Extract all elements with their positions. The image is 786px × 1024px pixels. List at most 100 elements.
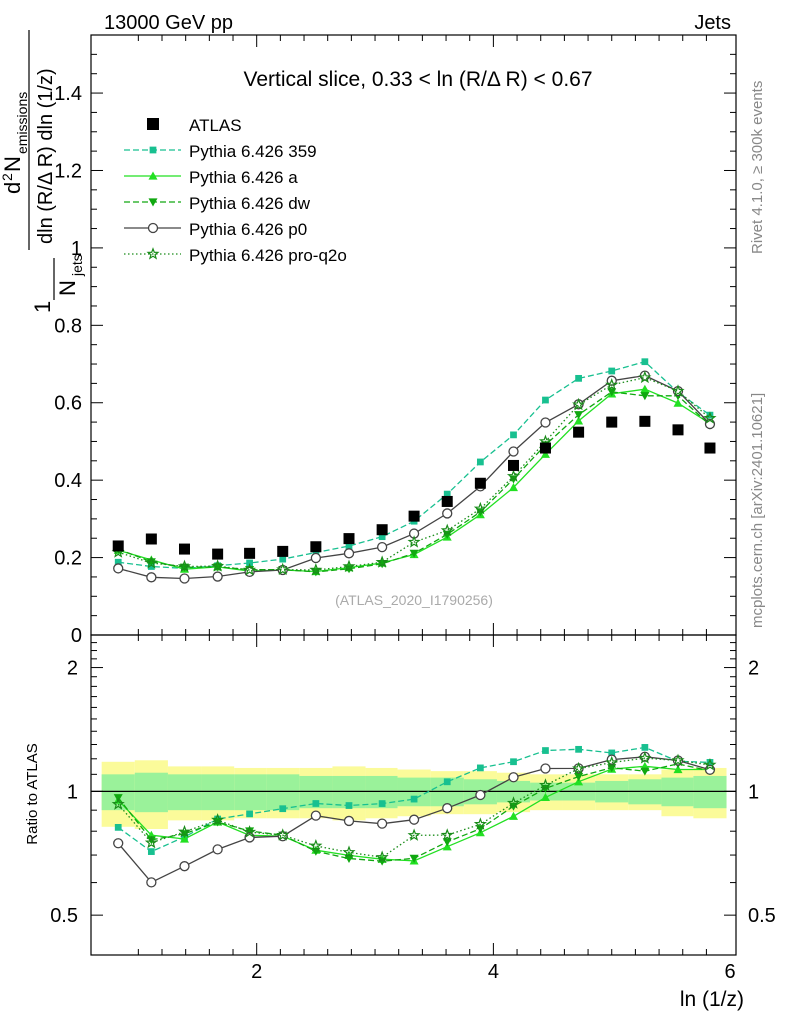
ratio-point	[575, 745, 582, 753]
series-point	[114, 558, 122, 566]
series-point	[179, 563, 189, 572]
legend-marker-0	[149, 146, 157, 154]
legend-label-2: Pythia 6.426 dw	[189, 194, 311, 213]
series-point	[342, 559, 356, 573]
atlas-point	[343, 533, 355, 545]
band-inner-2	[167, 774, 202, 811]
series-point	[243, 563, 257, 576]
series-point	[312, 549, 320, 556]
series-point	[673, 398, 683, 407]
ratio-point	[508, 772, 519, 783]
ratio-point	[443, 778, 451, 786]
atlas-point	[606, 416, 618, 428]
ylabel-n-sub: emissions	[14, 92, 30, 154]
y-tick-label: 0.8	[54, 315, 82, 337]
ratio-point	[147, 848, 155, 855]
category-label: Jets	[694, 12, 731, 34]
ratio-point	[410, 795, 418, 803]
ratio-y-ticks: 0.5 0.5 1 1 2 2	[50, 634, 776, 956]
ratio-point	[243, 825, 257, 838]
series-line	[117, 376, 711, 571]
atlas-point	[244, 547, 256, 559]
series-point	[608, 367, 616, 375]
ratio-point	[179, 861, 190, 872]
atlas-point	[408, 510, 420, 522]
ratio-point	[641, 744, 649, 751]
ratio-point	[146, 836, 156, 845]
ratio-point	[538, 778, 553, 791]
x-tick-label: 6	[725, 961, 736, 983]
ratio-point	[276, 828, 290, 841]
series-point	[211, 559, 225, 572]
ratio-series-4	[111, 751, 717, 863]
series-point	[508, 446, 519, 457]
x-tick-label: 2	[251, 961, 262, 983]
series-point	[146, 558, 156, 567]
series-point	[542, 396, 549, 404]
series-point	[378, 533, 386, 541]
series-point	[506, 469, 521, 482]
legend: ATLAS Pythia 6.426 359 Pythia 6.426 a Pythi…	[124, 116, 347, 265]
atlas-point	[277, 545, 289, 557]
series-point	[407, 535, 421, 548]
ratio-point	[378, 800, 386, 807]
ratio-point	[407, 828, 421, 841]
x-ticks: 2 4 6	[137, 35, 736, 983]
ratio-point	[245, 827, 255, 836]
ratio-point	[574, 777, 584, 786]
series-point	[177, 559, 192, 573]
chart-title: Vertical slice, 0.33 < ln (R/Δ R) < 0.67	[243, 68, 592, 91]
atlas-point	[639, 415, 651, 427]
legend-label-4: Pythia 6.426 pro-q2o	[189, 246, 347, 265]
series-2	[113, 388, 715, 577]
ratio-plot: 0.5 0.5 1 1 2 2	[50, 634, 776, 956]
ratio-ylabel: Ratio to ATLAS	[24, 743, 41, 844]
ratio-point	[310, 810, 322, 821]
series-point	[309, 563, 323, 576]
ratio-point	[574, 773, 584, 782]
ratio-point	[673, 764, 683, 774]
ylabel-d-sup: 2	[0, 173, 15, 181]
atlas-point	[441, 495, 453, 507]
series-point	[375, 555, 389, 568]
legend-marker-4	[146, 247, 160, 260]
ylabel-d: d	[0, 182, 25, 194]
series-point	[641, 358, 649, 366]
series-point	[440, 523, 454, 537]
ylabel-frac-one: 1	[30, 301, 55, 313]
ratio-point	[442, 838, 452, 847]
legend-marker-2	[148, 198, 158, 207]
series-point	[409, 549, 419, 558]
series-point	[540, 417, 551, 428]
ratio-point	[409, 854, 419, 863]
ratio-point	[111, 797, 125, 810]
atlas-point	[310, 541, 322, 553]
ratio-tick-label-right: 0.5	[748, 905, 776, 927]
ratio-point	[114, 823, 122, 831]
series-point	[443, 490, 451, 498]
ratio-bands	[101, 760, 727, 829]
ratio-point	[640, 767, 650, 776]
series-point	[279, 555, 287, 563]
atlas-point	[178, 543, 190, 555]
ratio-point	[376, 818, 388, 829]
ylabel-njets: N	[55, 280, 80, 296]
legend-label-1: Pythia 6.426 a	[189, 168, 298, 187]
rivet-label: Rivet 4.1.0, ≥ 300k events	[749, 81, 766, 254]
series-point	[607, 388, 617, 397]
y-tick-label: 0.6	[54, 393, 82, 415]
x-tick-label: 4	[488, 961, 499, 983]
series-point	[246, 559, 253, 567]
mcplots-label: mcplots.cern.ch [arXiv:2401.10621]	[749, 393, 766, 628]
series-point	[509, 483, 519, 492]
series-point	[574, 411, 584, 420]
legend-label-atlas: ATLAS	[189, 116, 242, 135]
ratio-point	[540, 763, 551, 774]
atlas-point	[508, 459, 520, 471]
atlas-point	[672, 424, 684, 436]
y-tick-label: 0.2	[54, 548, 82, 570]
y-tick-label: 0	[71, 625, 82, 647]
ratio-point	[476, 764, 484, 772]
band-inner-5	[266, 774, 300, 811]
